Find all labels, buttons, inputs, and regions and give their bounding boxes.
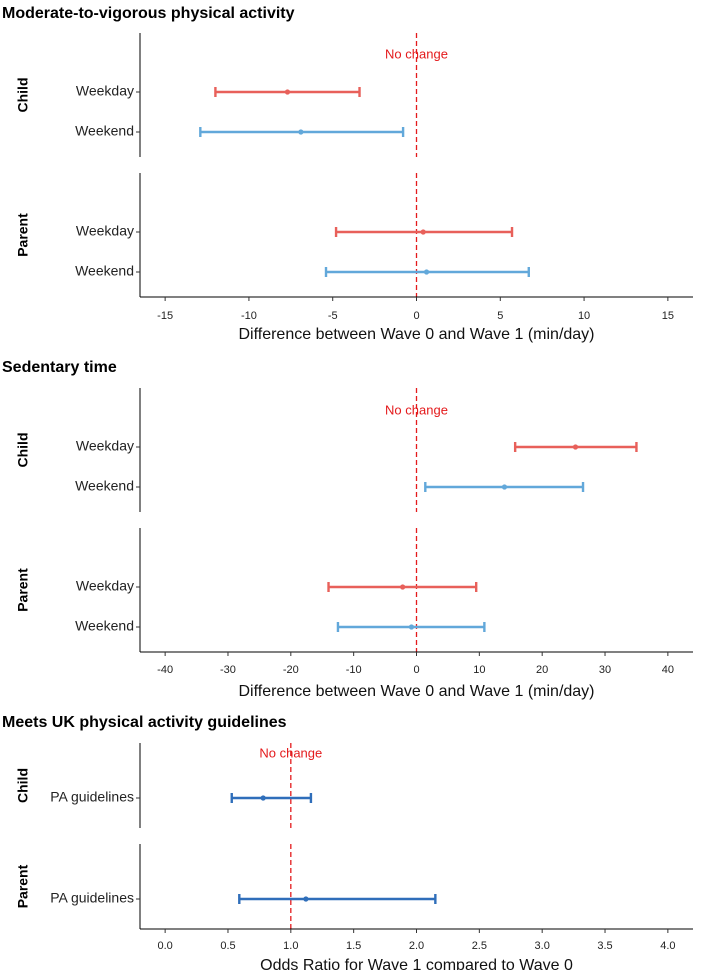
x-tick-label: 15 [662, 310, 674, 322]
point-estimate [260, 795, 266, 801]
row-label: Weekend [75, 618, 134, 634]
chart-title: Sedentary time [2, 359, 117, 376]
point-estimate [501, 484, 508, 490]
point-estimate [572, 444, 579, 450]
no-change-label: No change [259, 745, 322, 760]
x-tick-label: -10 [346, 664, 362, 676]
x-tick-label: 10 [578, 310, 590, 322]
row-label: Weekday [76, 83, 134, 99]
no-change-label: No change [385, 46, 448, 61]
facet-label-child: Child [15, 768, 31, 803]
facet-label-parent: Parent [15, 864, 31, 908]
x-tick-label: 2.5 [472, 940, 487, 952]
facet-label-child: Child [15, 78, 31, 113]
x-tick-label: -20 [283, 664, 299, 676]
facet-label-parent: Parent [15, 213, 31, 257]
facet-label-child: Child [15, 433, 31, 468]
x-tick-label: 10 [473, 664, 485, 676]
x-tick-label: 0.5 [220, 940, 235, 952]
x-tick-label: 1.5 [346, 940, 361, 952]
point-estimate [420, 229, 426, 235]
x-tick-label: -15 [157, 310, 173, 322]
x-tick-label: -30 [220, 664, 236, 676]
x-tick-label: -40 [157, 664, 173, 676]
row-label: Weekend [75, 123, 134, 139]
x-tick-label: 20 [536, 664, 548, 676]
x-tick-label: 2.0 [409, 940, 424, 952]
x-axis-label: Difference between Wave 0 and Wave 1 (mi… [238, 683, 594, 700]
x-tick-label: 1.0 [283, 940, 298, 952]
x-axis-label: Odds Ratio for Wave 1 compared to Wave 0 [260, 957, 573, 970]
row-label: Weekend [75, 263, 134, 279]
point-estimate [298, 129, 304, 135]
point-estimate [423, 269, 430, 275]
x-tick-label: 0 [413, 664, 419, 676]
row-label: Weekend [75, 478, 134, 494]
x-tick-label: 4.0 [660, 940, 675, 952]
x-tick-label: 40 [662, 664, 674, 676]
point-estimate [400, 584, 406, 590]
x-tick-label: 0 [413, 310, 419, 322]
row-label: Weekday [76, 223, 134, 239]
x-tick-label: -10 [241, 310, 257, 322]
row-label: Weekday [76, 438, 134, 454]
row-label: PA guidelines [50, 789, 134, 805]
row-label: PA guidelines [50, 890, 134, 906]
point-estimate [284, 89, 291, 95]
row-label: Weekday [76, 578, 134, 594]
x-tick-label: -5 [328, 310, 338, 322]
x-tick-label: 3.5 [597, 940, 612, 952]
point-estimate [303, 896, 309, 902]
point-estimate [408, 624, 415, 630]
x-tick-label: 3.0 [535, 940, 550, 952]
x-tick-label: 30 [599, 664, 611, 676]
no-change-label: No change [385, 402, 448, 417]
facet-label-parent: Parent [15, 568, 31, 612]
x-axis-label: Difference between Wave 0 and Wave 1 (mi… [238, 326, 594, 343]
x-tick-label: 5 [497, 310, 503, 322]
chart-title: Moderate-to-vigorous physical activity [2, 5, 295, 22]
x-tick-label: 0.0 [157, 940, 172, 952]
chart-title: Meets UK physical activity guidelines [2, 714, 287, 731]
